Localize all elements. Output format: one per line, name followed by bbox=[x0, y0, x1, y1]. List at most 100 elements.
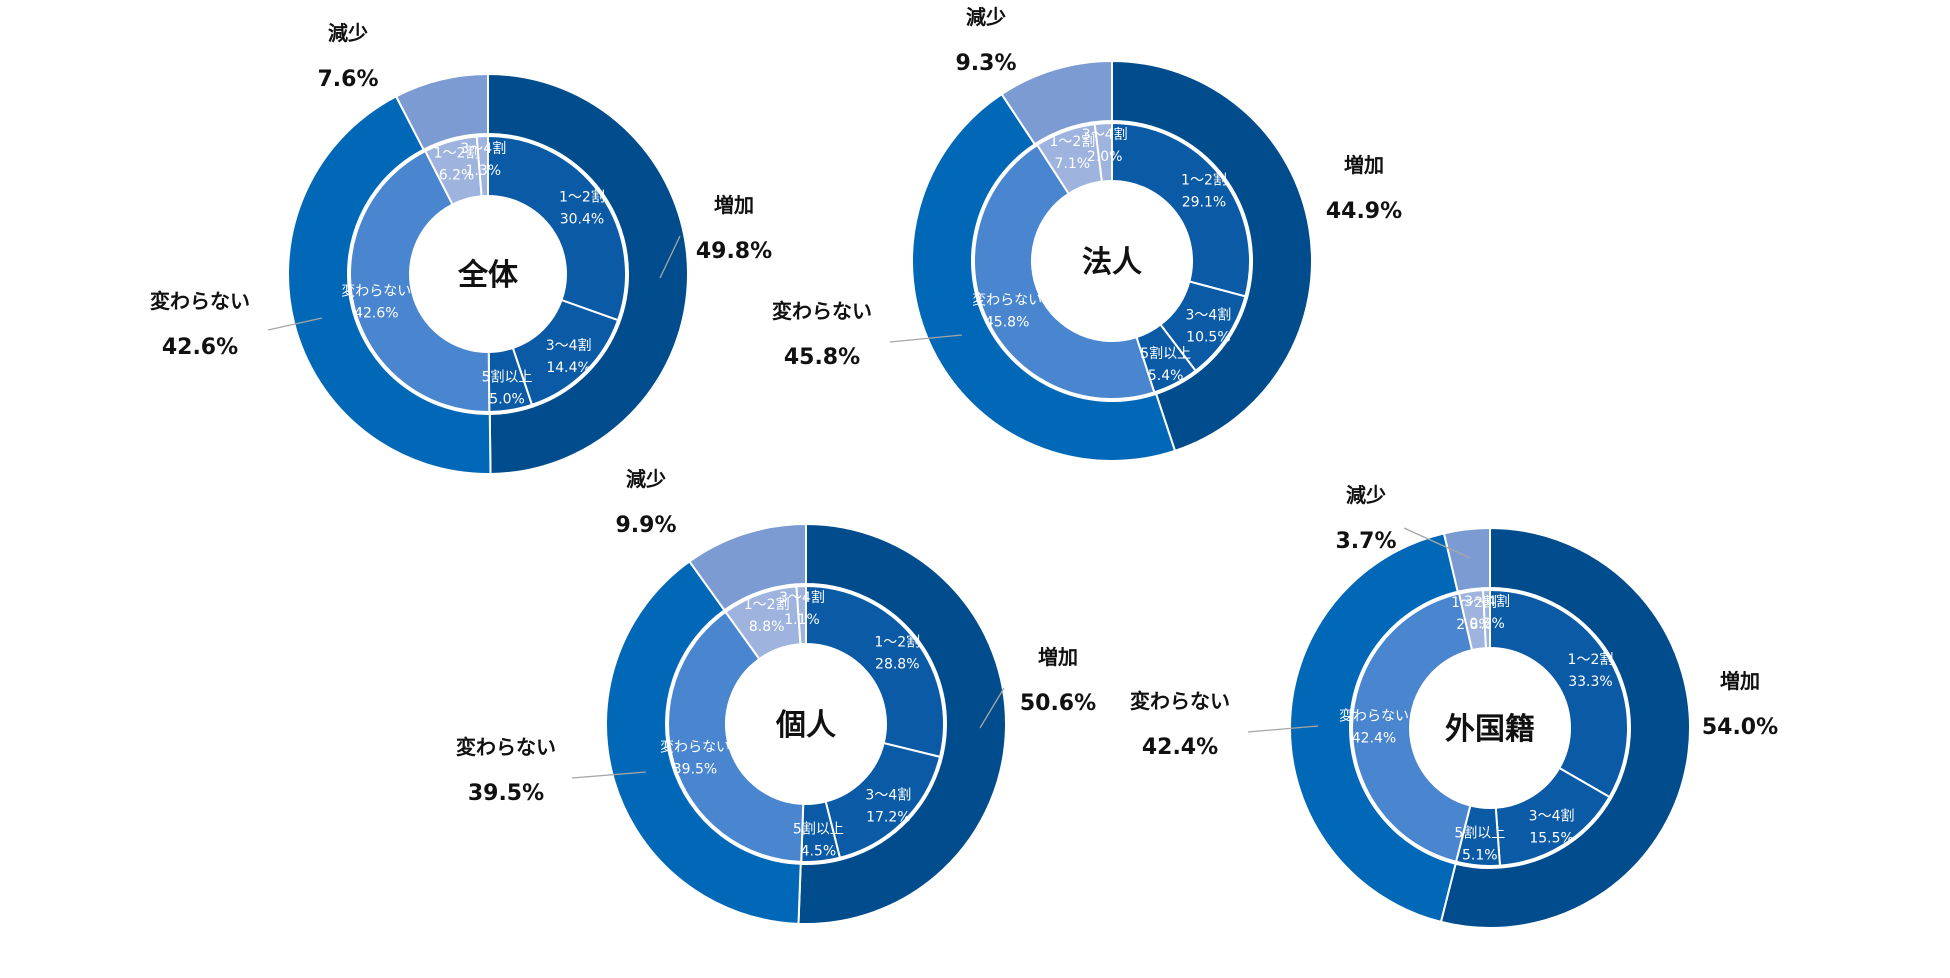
inner-value-label-0-0: 30.4% bbox=[560, 212, 604, 228]
outer-category-label-1-0: 増加 bbox=[1344, 153, 1384, 177]
inner-slice-2-5 bbox=[795, 584, 807, 646]
donut-chart-0: 1～2割 30.4% 3～4割 14.4% 5割以上 5.0% 変わらない 42.6% 1～2割… bbox=[150, 21, 772, 475]
inner-slice-0-5 bbox=[475, 134, 489, 198]
outer-slice-2-0 bbox=[797, 522, 1007, 925]
inner-value-label-2-3: 39.5% bbox=[673, 762, 717, 778]
inner-value-label-3-4: 2.8% bbox=[1456, 617, 1492, 633]
inner-value-label-2-5: 1.1% bbox=[784, 612, 820, 628]
donut-chart-2: 1～2割 28.8% 3～4割 17.2% 5割以上 4.5% 変わらない 39.5% 1～2割… bbox=[456, 467, 1096, 925]
inner-category-label-1-5: 3～4割 bbox=[1082, 126, 1128, 143]
inner-category-label-2-2: 5割以上 bbox=[793, 820, 844, 837]
leader-line-2-1 bbox=[571, 771, 647, 779]
inner-value-label-2-4: 8.8% bbox=[749, 619, 785, 635]
inner-value-label-1-2: 5.4% bbox=[1148, 368, 1184, 384]
inner-value-label-2-2: 4.5% bbox=[801, 843, 837, 859]
inner-category-label-1-3: 変わらない bbox=[972, 292, 1042, 309]
inner-value-label-3-3: 42.4% bbox=[1352, 731, 1396, 747]
inner-category-label-2-1: 3～4割 bbox=[865, 787, 911, 804]
leader-line-1-1 bbox=[889, 334, 963, 343]
donut-center-title-3: 外国籍 bbox=[1445, 712, 1535, 747]
leader-line-3-2 bbox=[1403, 527, 1471, 559]
outer-slice-0-2 bbox=[394, 72, 489, 152]
outer-slice-1-1 bbox=[911, 92, 1177, 462]
inner-slice-2-0 bbox=[805, 584, 945, 759]
donut-center-title-2: 個人 bbox=[775, 708, 836, 743]
inner-value-label-3-2: 5.1% bbox=[1462, 848, 1498, 864]
inner-value-label-0-2: 5.0% bbox=[489, 391, 525, 407]
inner-slice-1-3 bbox=[973, 143, 1156, 400]
inner-value-label-0-1: 14.4% bbox=[546, 360, 590, 376]
leader-line-0-0 bbox=[659, 235, 681, 279]
inner-category-label-0-1: 3～4割 bbox=[546, 337, 592, 354]
outer-slice-0-1 bbox=[287, 95, 492, 475]
inner-slice-2-3 bbox=[667, 610, 805, 863]
inner-value-label-3-1: 15.5% bbox=[1529, 830, 1573, 846]
inner-category-label-3-1: 3～4割 bbox=[1529, 807, 1575, 824]
inner-category-label-0-5: 3～4割 bbox=[460, 140, 506, 157]
inner-category-label-2-3: 変わらない bbox=[660, 739, 730, 756]
outer-slice-0-0 bbox=[487, 72, 689, 475]
outer-slice-3-0 bbox=[1439, 526, 1691, 929]
inner-value-label-1-0: 29.1% bbox=[1182, 194, 1226, 210]
inner-category-label-0-3: 変わらない bbox=[341, 282, 411, 299]
inner-category-label-0-2: 5割以上 bbox=[482, 368, 533, 385]
inner-slice-0-0 bbox=[487, 134, 627, 322]
inner-slice-0-3 bbox=[349, 149, 491, 413]
outer-category-label-3-1: 変わらない bbox=[1130, 689, 1230, 713]
outer-value-label-3-2: 3.7% bbox=[1335, 529, 1396, 554]
outer-value-label-0-0: 49.8% bbox=[696, 239, 772, 264]
inner-value-label-2-1: 17.2% bbox=[866, 810, 910, 826]
outer-category-label-2-2: 減少 bbox=[626, 467, 666, 491]
outer-value-label-3-0: 54.0% bbox=[1702, 715, 1778, 740]
outer-category-label-3-2: 減少 bbox=[1346, 483, 1386, 507]
inner-value-label-2-0: 28.8% bbox=[875, 656, 919, 672]
inner-category-label-0-4: 1～2割 bbox=[434, 144, 480, 161]
inner-slice-3-0 bbox=[1489, 588, 1629, 799]
inner-category-label-1-4: 1～2割 bbox=[1049, 133, 1095, 150]
outer-category-label-1-2: 減少 bbox=[966, 5, 1006, 29]
leader-line-2-0 bbox=[979, 687, 1005, 729]
outer-slice-2-2 bbox=[688, 522, 807, 612]
outer-slice-2-1 bbox=[605, 560, 802, 925]
outer-value-label-2-2: 9.9% bbox=[615, 513, 676, 538]
inner-category-label-2-0: 1～2割 bbox=[874, 633, 920, 650]
inner-category-label-3-0: 1～2割 bbox=[1568, 651, 1614, 668]
donut-center-title-1: 法人 bbox=[1082, 245, 1142, 280]
outer-category-label-2-1: 変わらない bbox=[456, 735, 556, 759]
leader-line-3-1 bbox=[1247, 725, 1319, 733]
outer-slice-1-0 bbox=[1111, 59, 1313, 453]
inner-category-label-2-5: 3～4割 bbox=[779, 589, 825, 606]
inner-value-label-1-3: 45.8% bbox=[985, 315, 1029, 331]
inner-slice-1-5 bbox=[1093, 121, 1113, 183]
inner-value-label-3-5: 0.8% bbox=[1469, 616, 1505, 632]
inner-value-label-0-5: 1.3% bbox=[466, 163, 502, 179]
inner-category-label-1-1: 3～4割 bbox=[1185, 307, 1231, 324]
inner-value-label-3-0: 33.3% bbox=[1568, 674, 1612, 690]
inner-value-label-1-4: 7.1% bbox=[1055, 156, 1091, 172]
leader-line-0-1 bbox=[267, 317, 323, 331]
outer-value-label-0-1: 42.6% bbox=[162, 335, 238, 360]
inner-category-label-0-0: 1～2割 bbox=[559, 189, 605, 206]
inner-slice-3-3 bbox=[1351, 592, 1474, 863]
outer-slice-3-2 bbox=[1442, 526, 1491, 593]
donut-center-title-0: 全体 bbox=[457, 258, 519, 293]
donut-chart-3: 1～2割 33.3% 3～4割 15.5% 5割以上 5.1% 変わらない 42.4% 1～2割… bbox=[1130, 483, 1778, 929]
outer-category-label-2-0: 増加 bbox=[1038, 645, 1078, 669]
outer-value-label-1-2: 9.3% bbox=[955, 51, 1016, 76]
outer-slice-3-1 bbox=[1289, 532, 1459, 924]
outer-category-label-0-1: 変わらない bbox=[150, 289, 250, 313]
outer-value-label-1-0: 44.9% bbox=[1326, 199, 1402, 224]
inner-slice-3-5 bbox=[1482, 588, 1491, 650]
inner-category-label-1-0: 1～2割 bbox=[1181, 171, 1227, 188]
donut-chart-1: 1～2割 29.1% 3～4割 10.5%5割以上 5.4% 変わらない 45.8% 1～2割… bbox=[772, 5, 1402, 462]
inner-category-label-3-3: 変わらない bbox=[1339, 708, 1409, 725]
outer-category-label-0-0: 増加 bbox=[714, 193, 754, 217]
outer-slice-1-2 bbox=[1000, 59, 1113, 146]
inner-value-label-1-5: 2.0% bbox=[1087, 149, 1123, 165]
inner-category-label-2-4: 1～2割 bbox=[744, 596, 790, 613]
outer-category-label-1-1: 変わらない bbox=[772, 299, 872, 323]
inner-category-label-3-4: 1～2割 bbox=[1451, 594, 1497, 611]
outer-value-label-3-1: 42.4% bbox=[1142, 735, 1218, 760]
outer-category-label-0-2: 減少 bbox=[328, 21, 368, 45]
